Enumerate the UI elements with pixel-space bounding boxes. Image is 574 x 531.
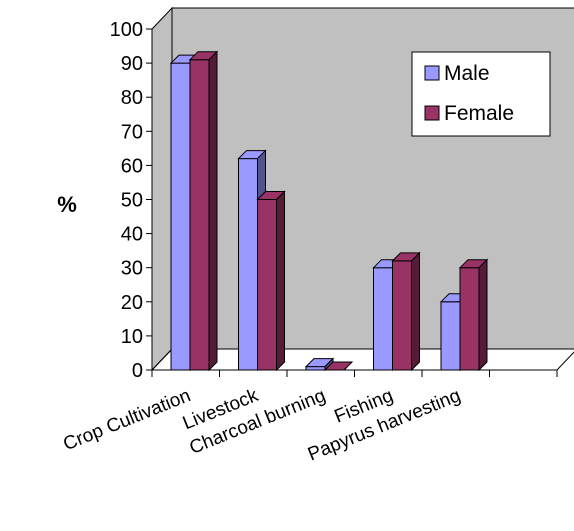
y-tick-label: 40 <box>121 224 143 246</box>
bar-side <box>343 361 353 371</box>
y-tick-label: 50 <box>121 190 143 212</box>
bar <box>391 251 421 372</box>
legend-swatch <box>424 105 440 121</box>
legend-label: Male <box>444 62 490 85</box>
bar-side <box>478 258 488 372</box>
y-tick-label: 100 <box>110 19 143 41</box>
y-axis-label: % <box>57 192 77 217</box>
bar-front <box>392 260 412 371</box>
bar <box>458 258 489 372</box>
y-tick-label: 90 <box>121 53 143 75</box>
bar-side <box>208 50 218 372</box>
y-tick-label: 60 <box>121 155 143 177</box>
bar <box>188 50 219 372</box>
bar <box>256 190 286 372</box>
legend: Male Female <box>411 51 551 137</box>
bar-front <box>257 199 277 371</box>
y-tick-label: 10 <box>121 326 143 348</box>
y-axis: 0 10 20 30 40 50 60 70 80 90 100 <box>110 19 153 382</box>
legend-label: Female <box>444 102 514 125</box>
y-tick-label: 20 <box>121 292 143 314</box>
y-tick-label: 80 <box>121 87 143 109</box>
bar-front <box>373 267 393 371</box>
y-tick-label: 70 <box>121 121 143 143</box>
side-wall <box>151 6 173 372</box>
bar-front <box>170 62 191 371</box>
y-tick-label: 30 <box>121 258 143 280</box>
bar-front <box>189 59 210 371</box>
bar-front <box>238 158 258 371</box>
legend-swatch <box>424 65 440 81</box>
bars <box>169 50 489 372</box>
bar-side <box>411 251 420 372</box>
y-tick-label: 0 <box>132 360 143 382</box>
bar <box>323 361 354 371</box>
bar-side <box>276 190 285 372</box>
bar-front <box>305 366 326 371</box>
bar-front <box>459 267 480 371</box>
bar-front <box>440 301 461 371</box>
category-label: Crop Cultivation <box>60 385 193 455</box>
x-axis <box>151 369 558 377</box>
